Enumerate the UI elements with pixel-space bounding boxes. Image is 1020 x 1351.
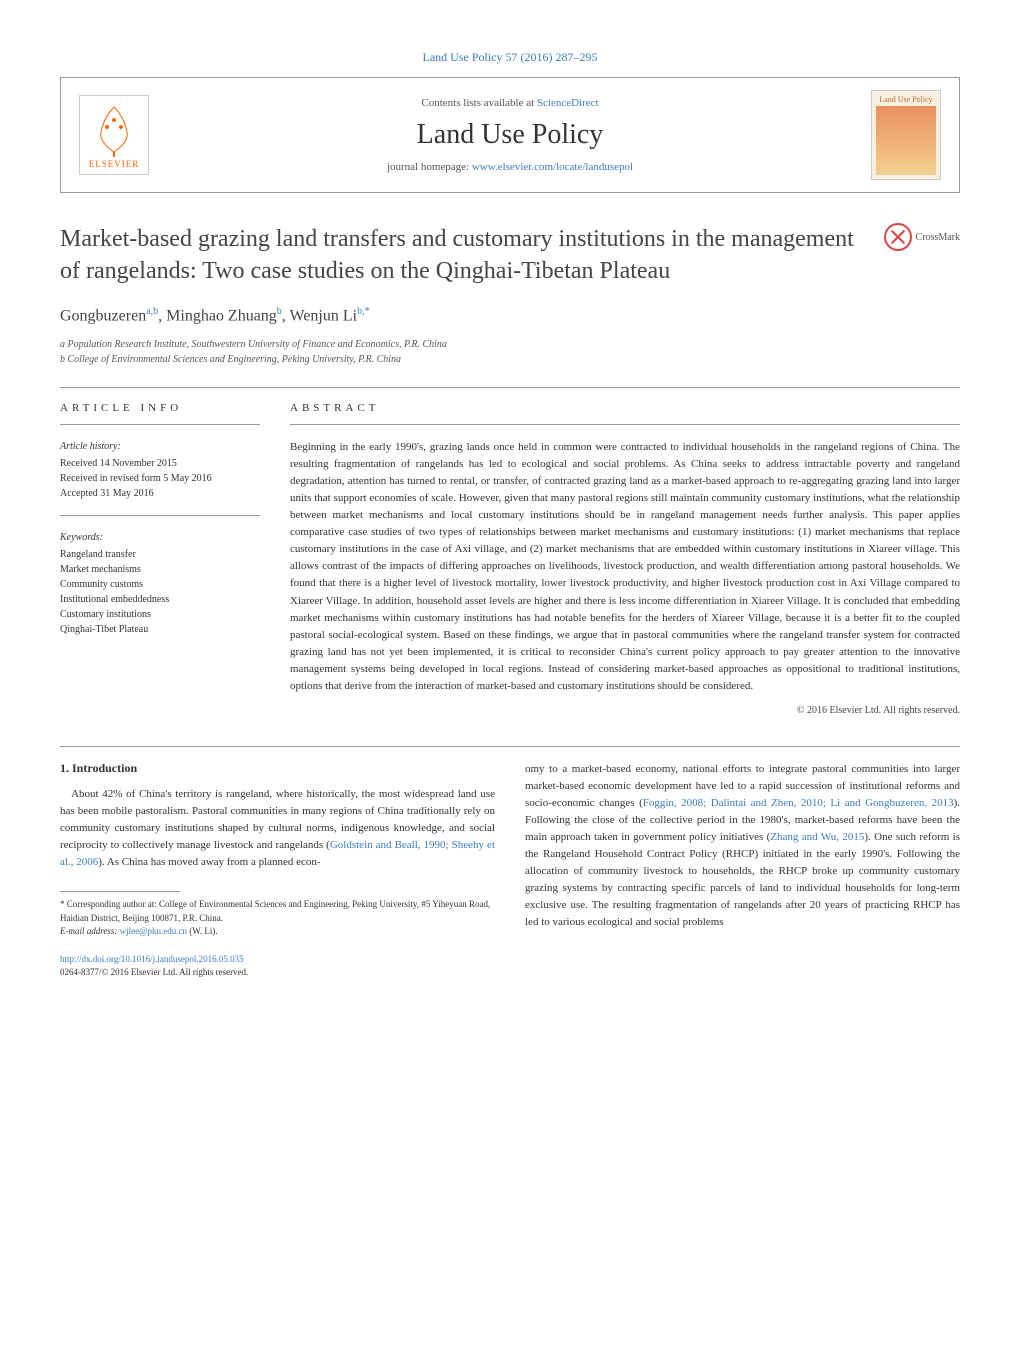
contents-line: Contents lists available at ScienceDirec… — [149, 97, 871, 109]
footnote-divider — [60, 891, 180, 892]
abstract-text: Beginning in the early 1990's, grazing l… — [290, 439, 960, 695]
body-paragraph: omy to a market-based economy, national … — [525, 761, 960, 931]
author-3-sup: b,* — [357, 306, 370, 317]
crossmark-badge[interactable]: CrossMark — [884, 223, 960, 251]
author-1: Gongbuzeren — [60, 307, 146, 324]
info-heading: ARTICLE INFO — [60, 402, 260, 414]
body-col-left: 1. Introduction About 42% of China's ter… — [60, 761, 495, 980]
keyword: Qinghai-Tibet Plateau — [60, 622, 260, 637]
author-1-sup: a,b — [146, 306, 158, 317]
body-col-right: omy to a market-based economy, national … — [525, 761, 960, 980]
keywords-list: Rangeland transfer Market mechanisms Com… — [60, 547, 260, 637]
section-heading: 1. Introduction — [60, 761, 495, 776]
history-received: Received 14 November 2015 — [60, 456, 260, 471]
email-suffix: (W. Li). — [187, 926, 218, 936]
keywords-heading: Keywords: — [60, 530, 260, 545]
history-accepted: Accepted 31 May 2016 — [60, 486, 260, 501]
citation-link[interactable]: Zhang and Wu, 2015 — [770, 831, 864, 843]
divider — [60, 387, 960, 388]
history-heading: Article history: — [60, 439, 260, 454]
journal-citation: Land Use Policy 57 (2016) 287–295 — [60, 50, 960, 65]
email-label: E-mail address: — [60, 926, 120, 936]
elsevier-tree-icon — [89, 102, 139, 157]
abstract: ABSTRACT Beginning in the early 1990's, … — [290, 402, 960, 716]
doi-block: http://dx.doi.org/10.1016/j.landusepol.2… — [60, 953, 495, 980]
corr-author-text: * Corresponding author at: College of En… — [60, 898, 495, 925]
citation-link[interactable]: Foggin, 2008; Dalintai and Zhen, 2010; L… — [643, 797, 954, 809]
cover-title: Land Use Policy — [879, 95, 932, 104]
doi-link[interactable]: http://dx.doi.org/10.1016/j.landusepol.2… — [60, 954, 244, 964]
corresponding-author-footnote: * Corresponding author at: College of En… — [60, 898, 495, 939]
body: 1. Introduction About 42% of China's ter… — [60, 761, 960, 980]
publisher-name: ELSEVIER — [89, 159, 140, 169]
text-run: ). One such reform is the Rangeland Hous… — [525, 831, 960, 928]
journal-header: ELSEVIER Contents lists available at Sci… — [60, 77, 960, 193]
email-link[interactable]: wjlee@pku.edu.cn — [120, 926, 187, 936]
journal-cover: Land Use Policy — [871, 90, 941, 180]
crossmark-icon — [884, 223, 912, 251]
keyword: Market mechanisms — [60, 562, 260, 577]
homepage-prefix: journal homepage: — [387, 161, 472, 173]
history-revised: Received in revised form 5 May 2016 — [60, 471, 260, 486]
abstract-heading: ABSTRACT — [290, 402, 960, 414]
homepage-link[interactable]: www.elsevier.com/locate/landusepol — [472, 161, 633, 173]
affiliations: a Population Research Institute, Southwe… — [60, 337, 960, 367]
keyword: Institutional embeddedness — [60, 592, 260, 607]
homepage-line: journal homepage: www.elsevier.com/locat… — [149, 161, 871, 173]
abstract-copyright: © 2016 Elsevier Ltd. All rights reserved… — [290, 705, 960, 716]
keyword: Community customs — [60, 577, 260, 592]
article-info: ARTICLE INFO Article history: Received 1… — [60, 402, 260, 716]
keyword: Rangeland transfer — [60, 547, 260, 562]
publisher-logo: ELSEVIER — [79, 95, 149, 175]
crossmark-label: CrossMark — [916, 232, 960, 243]
body-paragraph: About 42% of China's territory is rangel… — [60, 786, 495, 871]
affiliation-a: a Population Research Institute, Southwe… — [60, 337, 960, 352]
text-run: ). As China has moved away from a planne… — [98, 856, 320, 868]
author-3: , Wenjun Li — [282, 307, 357, 324]
affiliation-b: b College of Environmental Sciences and … — [60, 352, 960, 367]
issn-copyright: 0264-8377/© 2016 Elsevier Ltd. All right… — [60, 966, 495, 980]
article-title: Market-based grazing land transfers and … — [60, 223, 864, 288]
author-2: , Minghao Zhuang — [158, 307, 277, 324]
keyword: Customary institutions — [60, 607, 260, 622]
journal-name: Land Use Policy — [149, 119, 871, 151]
sciencedirect-link[interactable]: ScienceDirect — [537, 97, 599, 109]
authors: Gongbuzerena,b, Minghao Zhuangb, Wenjun … — [60, 306, 960, 325]
contents-prefix: Contents lists available at — [421, 97, 536, 109]
cover-image — [876, 106, 936, 175]
